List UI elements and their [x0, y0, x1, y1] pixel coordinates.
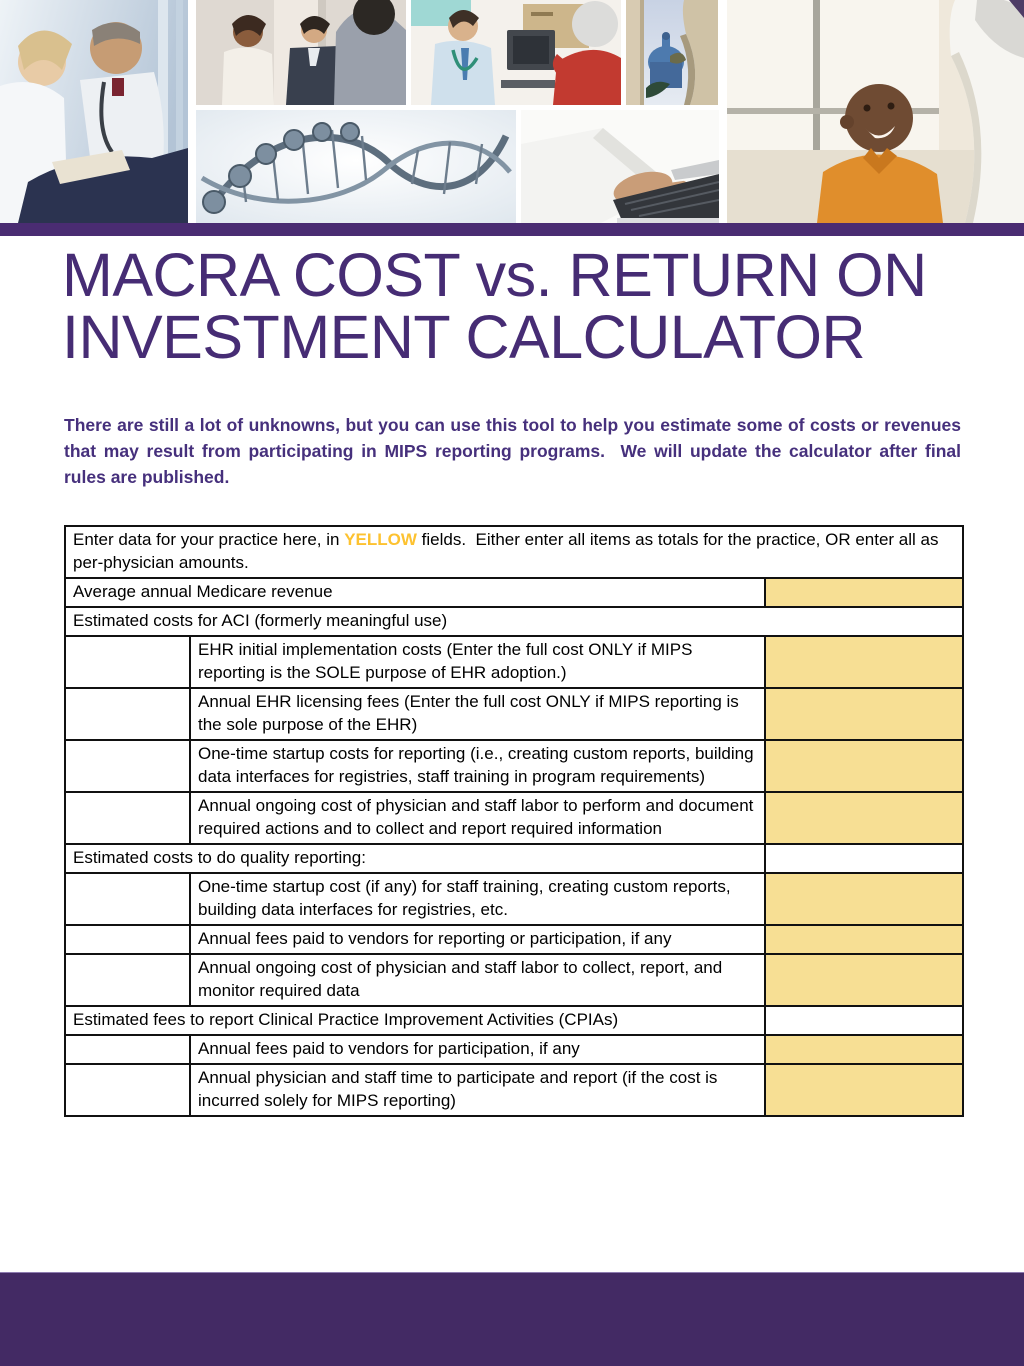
- yellow-highlight-word: YELLOW: [344, 530, 417, 549]
- intro-paragraph: There are still a lot of unknowns, but y…: [64, 415, 966, 487]
- input-aci-onetime-startup[interactable]: [764, 739, 964, 793]
- row-cpia-staff-time: Annual physician and staff time to parti…: [64, 1063, 964, 1117]
- header-divider-bar: [0, 223, 1024, 236]
- input-cpia-vendor-fees[interactable]: [764, 1034, 964, 1065]
- business-meeting-illustration: [196, 0, 406, 105]
- label-aci-ongoing-labor: Annual ongoing cost of physician and sta…: [189, 791, 766, 845]
- indent-cell-ehr-licensing: [64, 687, 191, 741]
- instructions-text: fields. Either enter all items as totals…: [73, 530, 944, 572]
- label-quality-ongoing-labor: Annual ongoing cost of physician and sta…: [189, 953, 766, 1007]
- row-aci-ongoing-labor: Annual ongoing cost of physician and sta…: [64, 791, 964, 845]
- calculator-table: Enter data for your practice here, in YE…: [64, 525, 964, 1117]
- indent-cell-cpia-staff-time: [64, 1063, 191, 1117]
- label-aci-section: Estimated costs for ACI (formerly meanin…: [64, 606, 964, 637]
- row-ehr-initial-implementation: EHR initial implementation costs (Enter …: [64, 635, 964, 689]
- photo-doctors-consulting: [0, 0, 188, 223]
- input-cpia-section: [764, 1005, 964, 1036]
- photo-doctor-senior-patient: [411, 0, 621, 105]
- capitol-illustration: [626, 0, 718, 105]
- row-quality-section: Estimated costs to do quality reporting:: [64, 843, 964, 874]
- photo-child-with-clinician: [727, 0, 1024, 223]
- photo-capitol-building: [626, 0, 718, 105]
- input-quality-ongoing-labor[interactable]: [764, 953, 964, 1007]
- page-title-line2: INVESTMENT CALCULATOR: [62, 303, 866, 371]
- label-ehr-licensing: Annual EHR licensing fees (Enter the ful…: [189, 687, 766, 741]
- row-instructions: Enter data for your practice here, in YE…: [64, 525, 964, 579]
- row-quality-onetime-startup: One-time startup cost (if any) for staff…: [64, 872, 964, 926]
- indent-cell-quality-onetime-startup: [64, 872, 191, 926]
- input-aci-ongoing-labor[interactable]: [764, 791, 964, 845]
- row-ehr-licensing: Annual EHR licensing fees (Enter the ful…: [64, 687, 964, 741]
- photo-dna-strand: [196, 110, 516, 223]
- typing-hands-illustration: [521, 110, 719, 223]
- doctors-consulting-illustration: [0, 0, 188, 223]
- page-title-line1: MACRA COST vs. RETURN ON: [62, 241, 927, 309]
- dna-helix-illustration: [196, 110, 516, 223]
- header-photo-collage: [0, 0, 1024, 223]
- row-aci-onetime-startup: One-time startup costs for reporting (i.…: [64, 739, 964, 793]
- instructions-cell: Enter data for your practice here, in YE…: [64, 525, 964, 579]
- indent-cell-aci-ongoing-labor: [64, 791, 191, 845]
- instructions-text: Enter data for your practice here, in: [73, 530, 345, 549]
- label-cpia-staff-time: Annual physician and staff time to parti…: [189, 1063, 766, 1117]
- label-aci-onetime-startup: One-time startup costs for reporting (i.…: [189, 739, 766, 793]
- input-ehr-licensing[interactable]: [764, 687, 964, 741]
- label-cpia-section: Estimated fees to report Clinical Practi…: [64, 1005, 766, 1036]
- input-quality-onetime-startup[interactable]: [764, 872, 964, 926]
- indent-cell-quality-ongoing-labor: [64, 953, 191, 1007]
- child-with-clinician-illustration: [727, 0, 1024, 223]
- input-cpia-staff-time[interactable]: [764, 1063, 964, 1117]
- row-cpia-vendor-fees: Annual fees paid to vendors for particip…: [64, 1034, 964, 1065]
- label-quality-onetime-startup: One-time startup cost (if any) for staff…: [189, 872, 766, 926]
- photo-business-meeting: [196, 0, 406, 105]
- doctor-senior-patient-illustration: [411, 0, 621, 105]
- row-cpia-section: Estimated fees to report Clinical Practi…: [64, 1005, 964, 1036]
- input-ehr-initial-implementation[interactable]: [764, 635, 964, 689]
- indent-cell-cpia-vendor-fees: [64, 1034, 191, 1065]
- row-quality-ongoing-labor: Annual ongoing cost of physician and sta…: [64, 953, 964, 1007]
- indent-cell-aci-onetime-startup: [64, 739, 191, 793]
- photo-typing-hands: [521, 110, 719, 223]
- label-quality-section: Estimated costs to do quality reporting:: [64, 843, 766, 874]
- footer-bar: [0, 1272, 1024, 1366]
- indent-cell-ehr-initial-implementation: [64, 635, 191, 689]
- row-quality-vendor-fees: Annual fees paid to vendors for reportin…: [64, 924, 964, 955]
- row-aci-section: Estimated costs for ACI (formerly meanin…: [64, 606, 964, 637]
- label-quality-vendor-fees: Annual fees paid to vendors for reportin…: [189, 924, 766, 955]
- input-quality-vendor-fees[interactable]: [764, 924, 964, 955]
- input-quality-section: [764, 843, 964, 874]
- row-medicare-revenue: Average annual Medicare revenue: [64, 577, 964, 608]
- input-medicare-revenue[interactable]: [764, 577, 964, 608]
- label-cpia-vendor-fees: Annual fees paid to vendors for particip…: [189, 1034, 766, 1065]
- indent-cell-quality-vendor-fees: [64, 924, 191, 955]
- page-title: MACRA COST vs. RETURN ON INVESTMENT CALC…: [62, 244, 1012, 368]
- label-medicare-revenue: Average annual Medicare revenue: [64, 577, 766, 608]
- label-ehr-initial-implementation: EHR initial implementation costs (Enter …: [189, 635, 766, 689]
- calculator-table-body: Enter data for your practice here, in YE…: [64, 525, 964, 1117]
